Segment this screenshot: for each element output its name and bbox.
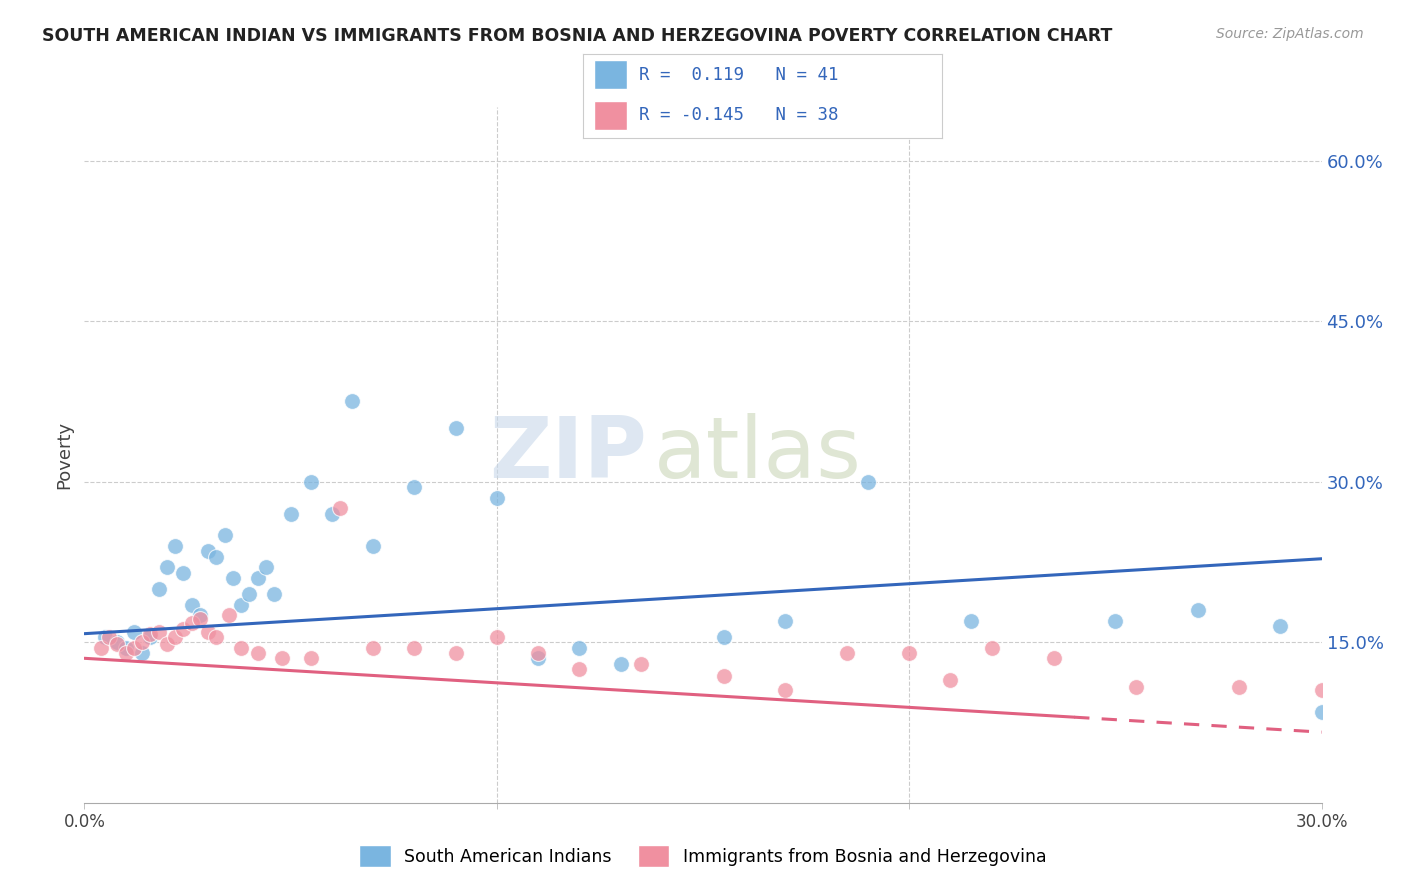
Point [980,640,1002,655]
Point [238,587,260,601]
Point [205,630,228,644]
Point [527,651,550,665]
Point [713,669,735,683]
Point [280,507,302,521]
Point [485,491,508,505]
Text: atlas: atlas [654,413,862,497]
Point [1310,705,1333,719]
Point [114,646,136,660]
Point [960,614,983,628]
Point [156,560,179,574]
Point [321,507,343,521]
Point [1227,680,1250,694]
Point [1104,614,1126,628]
Y-axis label: Poverty: Poverty [55,421,73,489]
Point [148,624,170,639]
Text: ZIP: ZIP [489,413,647,497]
Legend: South American Indians, Immigrants from Bosnia and Herzegovina: South American Indians, Immigrants from … [353,838,1053,874]
Point [229,640,252,655]
Point [172,623,194,637]
Point [299,651,322,665]
Point [139,630,162,644]
Point [205,549,228,564]
Text: R = -0.145   N = 38: R = -0.145 N = 38 [640,106,838,124]
Point [444,421,467,435]
Point [775,614,797,628]
Point [1042,651,1064,665]
Point [404,480,426,494]
Point [404,640,426,655]
Point [105,637,128,651]
Point [1187,603,1209,617]
Point [98,630,121,644]
Point [197,624,219,639]
Point [271,651,294,665]
Point [361,640,384,655]
Point [263,587,285,601]
Point [156,637,179,651]
Point [94,630,117,644]
Point [131,646,153,660]
Text: Source: ZipAtlas.com: Source: ZipAtlas.com [1216,27,1364,41]
Point [1125,680,1147,694]
Point [188,612,211,626]
Point [246,646,269,660]
Point [165,539,187,553]
Point [713,630,735,644]
Point [568,640,591,655]
Point [218,608,240,623]
Point [165,630,187,644]
Text: R =  0.119   N = 41: R = 0.119 N = 41 [640,66,838,84]
Point [361,539,384,553]
Point [444,646,467,660]
Point [1310,683,1333,698]
Point [148,582,170,596]
Point [329,501,352,516]
Point [527,646,550,660]
Point [1270,619,1292,633]
Point [197,544,219,558]
Point [609,657,631,671]
Point [630,657,652,671]
Point [939,673,962,687]
Point [139,626,162,640]
Point [651,121,673,136]
Point [485,630,508,644]
Point [90,640,112,655]
Point [568,662,591,676]
Point [246,571,269,585]
Point [299,475,322,489]
FancyBboxPatch shape [595,61,627,89]
Point [114,640,136,655]
Point [222,571,245,585]
FancyBboxPatch shape [595,101,627,130]
Point [180,615,202,630]
Point [775,683,797,698]
Point [254,560,277,574]
Point [180,598,202,612]
Point [131,635,153,649]
Point [837,646,859,660]
Point [105,635,128,649]
Point [122,640,145,655]
Point [898,646,921,660]
Point [172,566,194,580]
Point [188,608,211,623]
Point [122,624,145,639]
Point [856,475,879,489]
Text: SOUTH AMERICAN INDIAN VS IMMIGRANTS FROM BOSNIA AND HERZEGOVINA POVERTY CORRELAT: SOUTH AMERICAN INDIAN VS IMMIGRANTS FROM… [42,27,1112,45]
Point [342,394,364,409]
Point [214,528,236,542]
Point [229,598,252,612]
